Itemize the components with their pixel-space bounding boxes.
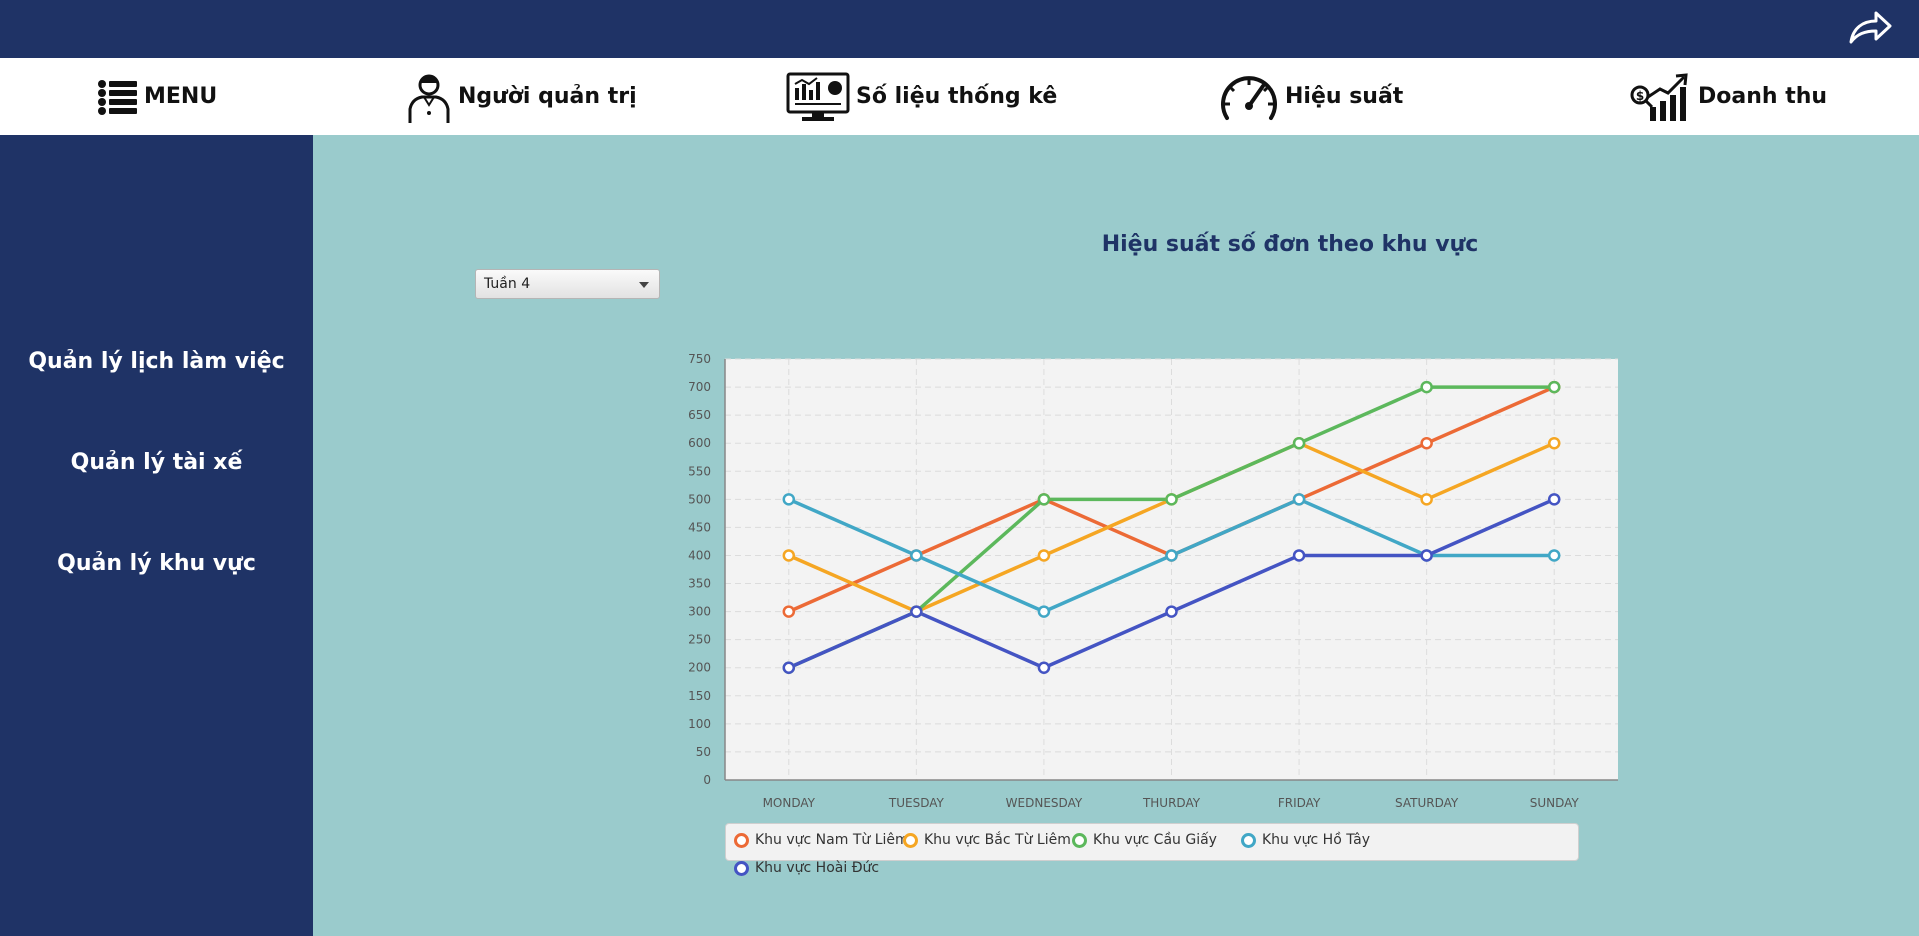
series-5-point [1547, 493, 1561, 506]
legend-item: Khu vực Hồ Tây [1241, 832, 1370, 848]
nav-menu-button[interactable]: MENU [98, 58, 217, 135]
y-tick-label: 200 [688, 661, 711, 675]
chart-title: Hiệu suất số đơn theo khu vực [1101, 232, 1479, 257]
series-4-point [1037, 605, 1051, 618]
series-1-point [1420, 436, 1433, 450]
series-4-point [782, 493, 796, 506]
week-select-value: Tuần 4 [484, 276, 531, 292]
legend-item: Khu vực Cầu Giấy [1072, 832, 1217, 848]
nav-item-admin-label: Người quản trị [458, 84, 637, 109]
legend-item: Khu vực Nam Từ Liêm [734, 832, 909, 848]
revenue-growth-icon: $ [1630, 72, 1688, 121]
x-tick-label: WEDNESDAY [1006, 796, 1083, 810]
y-tick-label: 500 [688, 492, 711, 506]
sidebar: Quản lý lịch làm việc Quản lý tài xế Quả… [0, 135, 313, 936]
nav-item-statistics-label: Số liệu thống kê [856, 84, 1058, 109]
y-tick-label: 450 [688, 520, 711, 534]
nav-item-performance[interactable]: Hiệu suất [1219, 58, 1403, 135]
speedometer-icon [1221, 75, 1277, 120]
y-tick-label: 250 [688, 633, 711, 647]
series-3-point [1547, 380, 1561, 394]
nav-item-admin[interactable]: Người quản trị [406, 58, 637, 135]
nav-item-statistics[interactable]: Số liệu thống kê [786, 58, 1057, 135]
y-tick-label: 550 [688, 464, 711, 478]
legend-item: Khu vực Bắc Từ Liêm [903, 832, 1071, 848]
x-tick-label: THURDAY [1142, 796, 1201, 810]
legend-marker-icon [1241, 832, 1256, 848]
week-select[interactable]: Tuần 4 [475, 269, 660, 299]
legend-label: Khu vực Hoài Đức [755, 860, 880, 876]
x-tick-label: SATURDAY [1395, 796, 1459, 810]
x-tick-label: TUESDAY [888, 796, 945, 810]
y-tick-label: 350 [688, 577, 711, 591]
legend-marker-icon [734, 832, 749, 848]
series-4-point [1292, 493, 1306, 506]
nav-item-revenue-label: Doanh thu [1698, 84, 1828, 109]
chevron-down-icon [639, 282, 649, 288]
list-icon [98, 79, 137, 115]
y-tick-label: 700 [688, 380, 711, 394]
top-bar [0, 0, 1919, 58]
x-tick-label: SUNDAY [1530, 796, 1580, 810]
chart-legend: Khu vực Nam Từ Liêm Khu vực Bắc Từ Liêm Kh… [725, 823, 1579, 876]
nav-item-performance-label: Hiệu suất [1285, 84, 1404, 109]
series-2-point [1037, 549, 1051, 562]
sidebar-item-schedule[interactable]: Quản lý lịch làm việc [28, 349, 285, 374]
legend-marker-icon [1072, 832, 1087, 848]
x-tick-label: FRIDAY [1278, 796, 1321, 810]
y-tick-label: 150 [688, 689, 711, 703]
series-5-point [910, 605, 923, 618]
legend-label: Khu vực Cầu Giấy [1093, 832, 1217, 848]
series-5-point [1165, 605, 1178, 618]
series-3-point [1292, 436, 1306, 450]
legend-label: Khu vực Bắc Từ Liêm [924, 832, 1071, 848]
y-tick-label: 600 [688, 436, 711, 450]
statistics-monitor-icon [786, 72, 850, 121]
series-3-point [1037, 493, 1051, 506]
series-3-point [1420, 380, 1433, 394]
series-2-point [1547, 436, 1561, 450]
series-5-point [1420, 549, 1433, 562]
legend-label: Khu vực Nam Từ Liêm [755, 832, 909, 848]
sidebar-item-areas[interactable]: Quản lý khu vực [57, 551, 256, 576]
admin-person-icon [408, 74, 450, 123]
sidebar-item-drivers[interactable]: Quản lý tài xế [70, 450, 243, 475]
legend-label: Khu vực Hồ Tây [1262, 832, 1371, 848]
y-tick-label: 750 [688, 352, 711, 366]
share-arrow-icon[interactable] [1847, 10, 1893, 48]
series-4-point [1547, 549, 1561, 562]
series-2-point [1420, 493, 1433, 506]
svg-text:$: $ [1636, 89, 1644, 103]
series-4-point [910, 549, 923, 562]
series-4-point [1165, 549, 1178, 562]
y-tick-label: 50 [696, 745, 711, 759]
y-tick-label: 100 [688, 717, 711, 731]
series-5-point [1037, 661, 1051, 674]
y-tick-label: 300 [688, 605, 711, 619]
legend-item: Khu vực Hoài Đức [734, 860, 879, 876]
y-tick-label: 650 [688, 408, 711, 422]
series-2-point [782, 549, 796, 562]
series-1-point [782, 605, 796, 618]
legend-marker-icon [903, 832, 918, 848]
nav-item-revenue[interactable]: $ Doanh thu [1628, 58, 1827, 135]
y-tick-label: 400 [688, 548, 711, 562]
nav-bar: MENU Người quản trị Số liệu thống kê [0, 58, 1919, 135]
y-tick-label: 0 [703, 773, 711, 787]
series-5-point [782, 661, 796, 674]
series-5-point [1292, 549, 1306, 562]
nav-menu-label: MENU [144, 84, 218, 109]
legend-marker-icon [734, 860, 749, 876]
series-3-point [1165, 493, 1178, 506]
x-tick-label: MONDAY [763, 796, 816, 810]
